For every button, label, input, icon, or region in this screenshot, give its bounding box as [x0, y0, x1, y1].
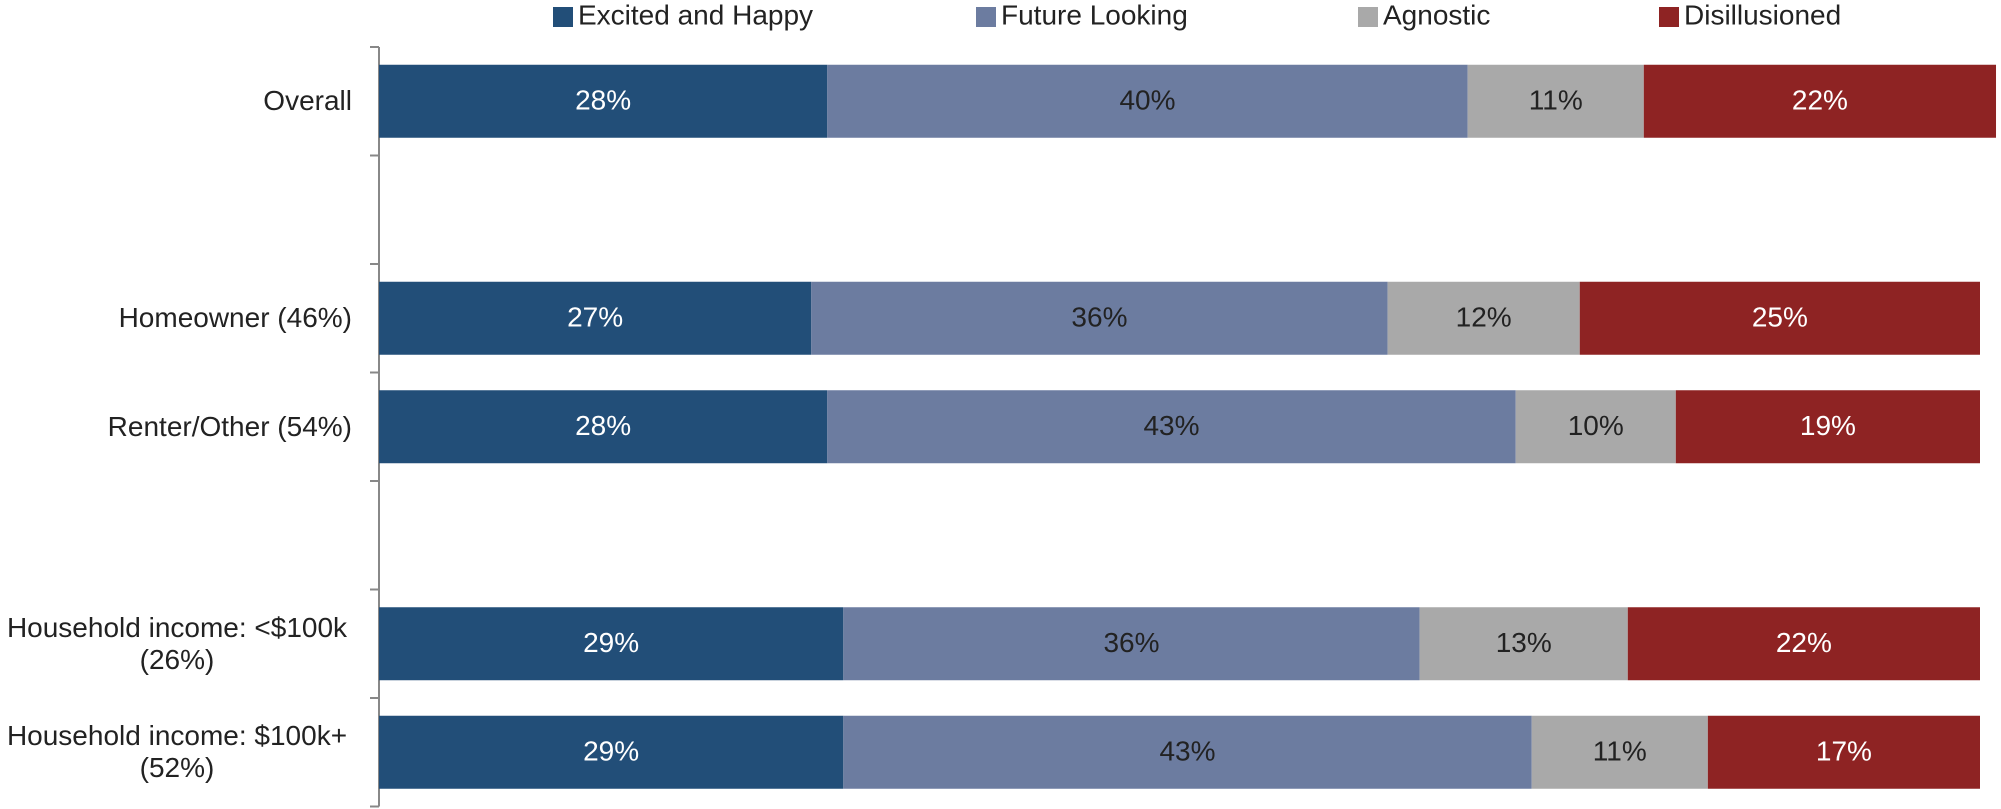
value-label: 29% [583, 627, 639, 658]
category-label: Overall [0, 85, 352, 117]
category-text: Household income: $100k+ (52%) [6, 720, 348, 784]
value-label: 25% [1752, 302, 1808, 333]
legend-label: Future Looking [1001, 0, 1188, 30]
value-label: 12% [1456, 302, 1512, 333]
category-label: Household income: <$100k (26%) [0, 612, 352, 676]
bar-segment [1627, 607, 1980, 681]
legend-swatch [553, 7, 573, 27]
value-label: 19% [1800, 410, 1856, 441]
bar-segment [1579, 281, 1980, 355]
value-label: 43% [1159, 736, 1215, 767]
value-label: 10% [1568, 410, 1624, 441]
bar-segment [1643, 64, 1997, 138]
value-label: 43% [1143, 410, 1199, 441]
value-label: 22% [1776, 627, 1832, 658]
value-label: 11% [1593, 736, 1647, 767]
bar-segment [379, 390, 828, 464]
bar-segment [811, 281, 1388, 355]
category-text: Household income: <$100k (26%) [6, 611, 348, 675]
bar-segment [1675, 390, 1980, 464]
category-label: Homeowner (46%) [0, 302, 352, 334]
legend-label: Agnostic [1383, 0, 1490, 30]
bar-segment [1531, 715, 1708, 789]
value-label: 29% [583, 736, 639, 767]
value-label: 17% [1816, 736, 1872, 767]
bar-segment [827, 64, 1468, 138]
value-label: 36% [1071, 302, 1127, 333]
value-label: 28% [575, 410, 631, 441]
bar-segment [843, 607, 1420, 681]
legend-label: Excited and Happy [578, 0, 813, 30]
bar-segment [379, 281, 812, 355]
category-text: Overall [263, 85, 352, 117]
bar-segment [1707, 715, 1980, 789]
category-label: Household income: $100k+ (52%) [0, 720, 352, 784]
legend-swatch [1358, 7, 1378, 27]
legend-label: Disillusioned [1684, 0, 1841, 30]
value-label: 28% [575, 85, 631, 116]
value-label: 11% [1529, 85, 1583, 116]
legend-swatch [1659, 7, 1679, 27]
legend-swatch [976, 7, 996, 27]
bar-segment [827, 390, 1516, 464]
bar-segment [379, 607, 844, 681]
bar-segment [1387, 281, 1580, 355]
category-text: Homeowner (46%) [118, 302, 352, 334]
bar-segment [1515, 390, 1676, 464]
value-label: 22% [1792, 85, 1848, 116]
value-label: 40% [1119, 85, 1175, 116]
category-text: Renter/Other (54%) [107, 410, 352, 442]
bar-segment [1419, 607, 1628, 681]
value-label: 36% [1103, 627, 1159, 658]
bar-segment [843, 715, 1532, 789]
bar-segment [379, 64, 828, 138]
value-label: 13% [1496, 627, 1552, 658]
bar-segment [1467, 64, 1644, 138]
category-label: Renter/Other (54%) [0, 411, 352, 443]
bar-segment [379, 715, 844, 789]
value-label: 27% [567, 302, 623, 333]
